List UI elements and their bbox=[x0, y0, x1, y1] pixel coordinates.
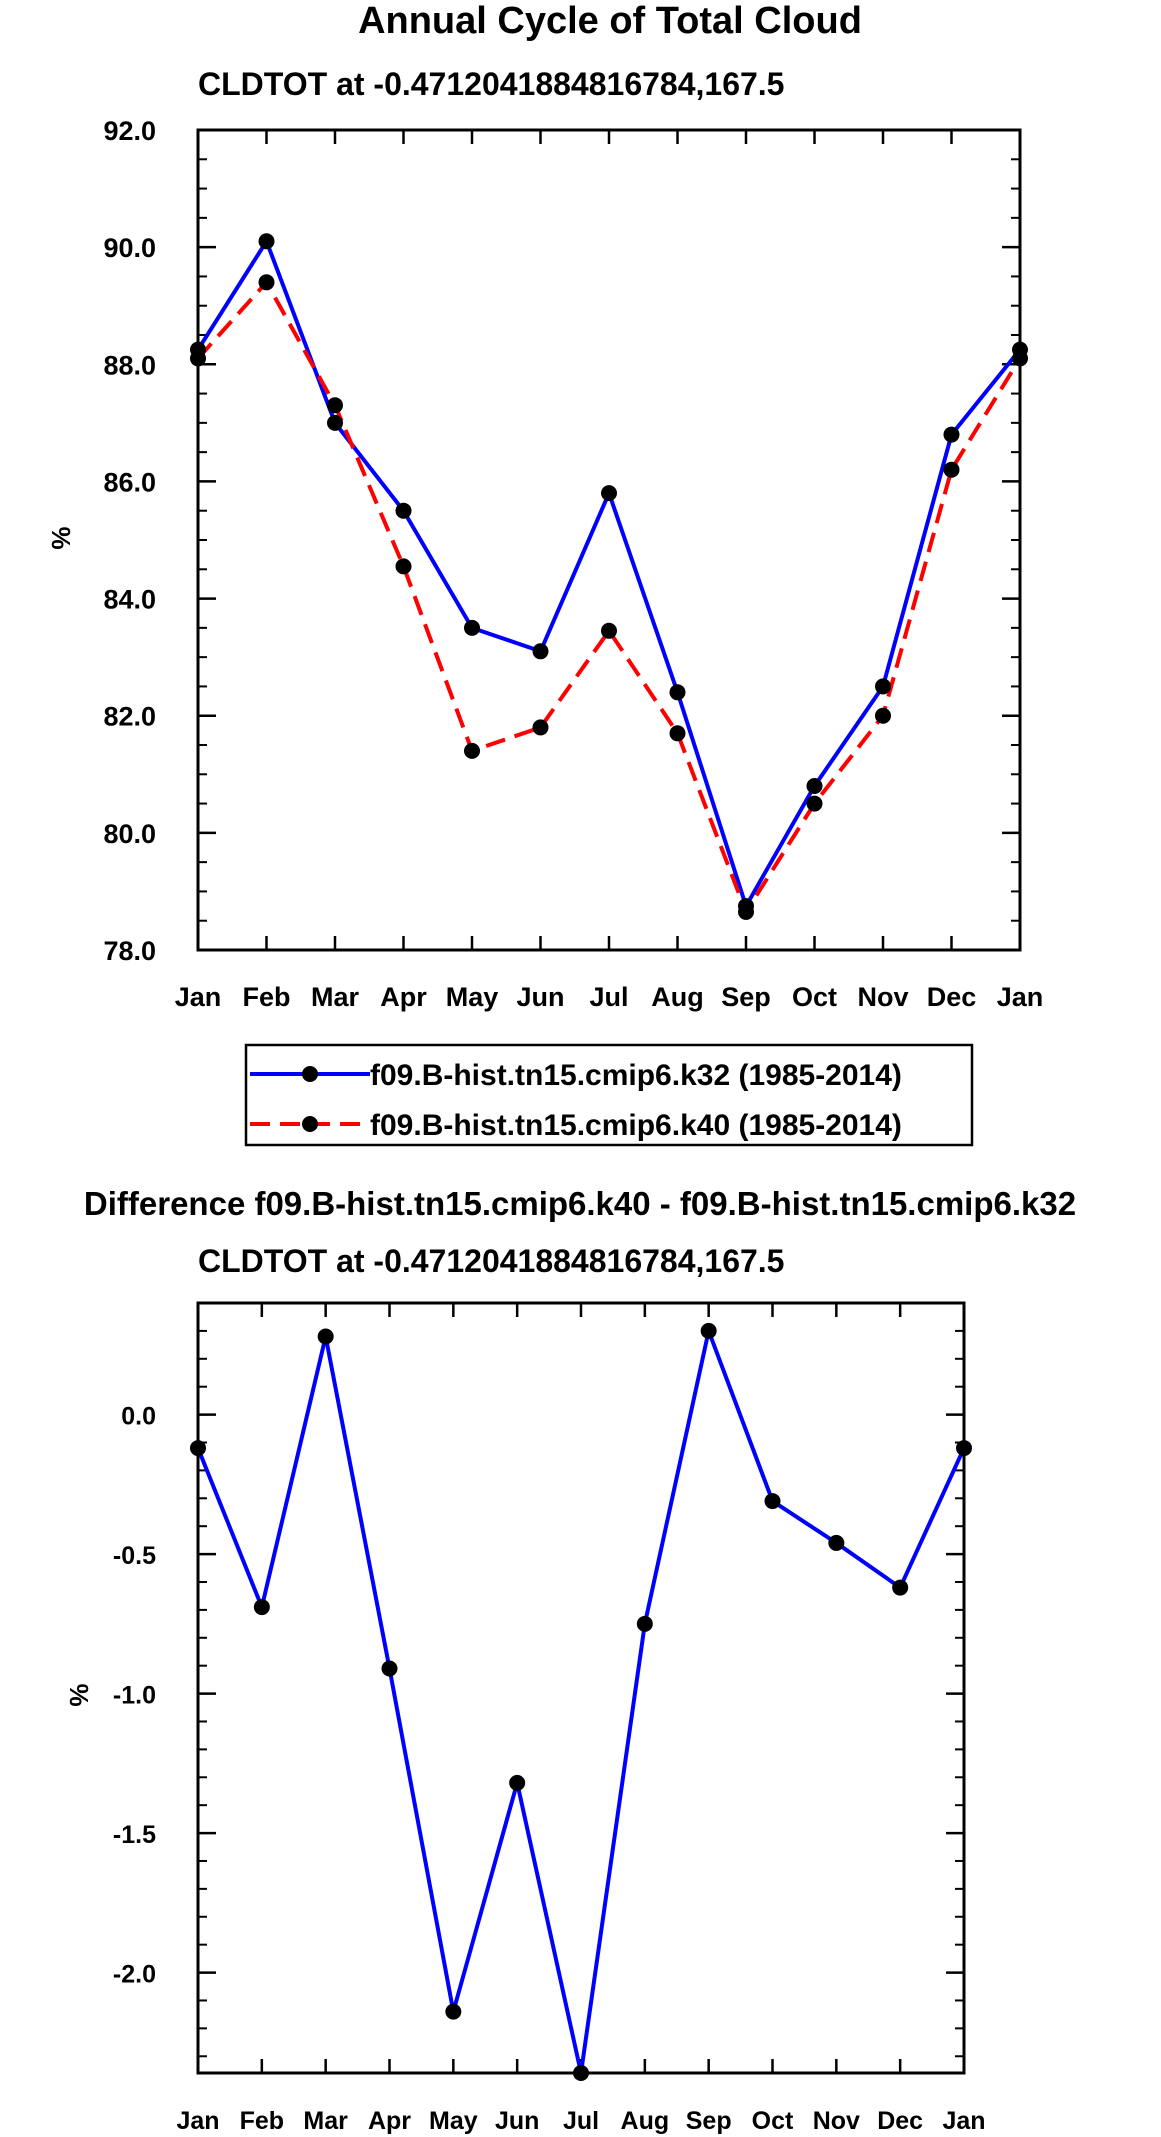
chart2-series bbox=[190, 1322, 972, 2081]
x-tick-label: May bbox=[429, 2107, 478, 2135]
data-point-s0-10 bbox=[828, 1534, 845, 1551]
data-point-s0-3 bbox=[395, 502, 412, 519]
data-point-s1-11 bbox=[943, 461, 960, 478]
data-point-s0-9 bbox=[764, 1493, 781, 1510]
x-tick-label: Jan bbox=[176, 2107, 219, 2135]
y-tick-label: 0.0 bbox=[121, 1403, 156, 1431]
data-point-s0-1 bbox=[258, 233, 275, 250]
series-line-0 bbox=[196, 239, 1022, 909]
y-tick-label: 84.0 bbox=[103, 585, 156, 615]
y-tick-label: -0.5 bbox=[113, 1542, 156, 1570]
data-point-s0-5 bbox=[509, 1774, 526, 1791]
chart2-ticks bbox=[196, 1302, 966, 2073]
data-point-s0-7 bbox=[636, 1615, 653, 1632]
legend-marker-k32 bbox=[302, 1066, 318, 1082]
x-tick-label: Oct bbox=[792, 982, 837, 1012]
data-point-s0-5 bbox=[532, 643, 549, 660]
series-line-0 bbox=[196, 1328, 966, 2075]
data-point-s1-5 bbox=[532, 719, 549, 736]
chart1-subtitle: CLDTOT at -0.4712041884816784,167.5 bbox=[198, 66, 784, 102]
chart2-y-tick-labels: -2.0 -1.5 -1.0 -0.5 0.0 bbox=[113, 1403, 156, 1989]
x-tick-label: Mar bbox=[311, 982, 360, 1012]
legend-box bbox=[244, 1043, 974, 1147]
data-point-s0-1 bbox=[253, 1599, 270, 1616]
chart1-legend: f09.B-hist.tn15.cmip6.k32 (1985-2014) f0… bbox=[244, 1043, 974, 1147]
chart1-y-tick-labels: 78.0 80.0 82.0 84.0 86.0 88.0 90.0 92.0 bbox=[103, 116, 156, 966]
x-tick-label: Nov bbox=[813, 2107, 860, 2135]
data-point-s0-2 bbox=[317, 1328, 334, 1345]
chart1-title: Annual Cycle of Total Cloud bbox=[358, 0, 862, 42]
x-tick-label: Apr bbox=[380, 982, 427, 1012]
y-tick-label: 88.0 bbox=[103, 350, 156, 380]
x-tick-label: Jun bbox=[516, 982, 564, 1012]
data-point-s0-3 bbox=[381, 1660, 398, 1677]
legend-label-k32: f09.B-hist.tn15.cmip6.k32 (1985-2014) bbox=[370, 1059, 902, 1092]
chart1-ticks bbox=[196, 128, 1022, 952]
data-point-s0-6 bbox=[601, 485, 617, 502]
data-point-s0-7 bbox=[669, 684, 686, 701]
data-point-s0-11 bbox=[892, 1579, 909, 1596]
data-point-s0-8 bbox=[700, 1322, 717, 1339]
chart1-x-tick-labels: Jan Feb Mar Apr May Jun Jul Aug Sep Oct Nov Dec Jan bbox=[175, 982, 1044, 1012]
chart1-plot-frame bbox=[196, 128, 1022, 952]
series-line-1 bbox=[196, 280, 1022, 914]
x-tick-label: Feb bbox=[240, 2107, 284, 2135]
data-point-s1-6 bbox=[601, 622, 617, 639]
x-tick-label: Mar bbox=[303, 2107, 348, 2135]
chart1-series bbox=[190, 233, 1028, 920]
x-tick-label: Sep bbox=[686, 2107, 732, 2135]
x-tick-label: Jul bbox=[589, 982, 628, 1012]
legend-entry-k32: f09.B-hist.tn15.cmip6.k32 (1985-2014) bbox=[250, 1059, 902, 1092]
x-tick-label: Aug bbox=[621, 2107, 670, 2135]
x-tick-label: Jun bbox=[495, 2107, 539, 2135]
data-point-s1-4 bbox=[464, 742, 480, 759]
chart2-plot-frame bbox=[196, 1301, 966, 2075]
data-point-s0-4 bbox=[464, 619, 480, 636]
data-point-s0-9 bbox=[806, 778, 823, 794]
y-tick-label: -2.0 bbox=[113, 1961, 156, 1989]
x-tick-label: Jan bbox=[175, 982, 222, 1012]
x-tick-label: Dec bbox=[927, 982, 977, 1012]
x-tick-label: Nov bbox=[857, 982, 908, 1012]
x-tick-label: Jul bbox=[563, 2107, 599, 2135]
data-point-s1-3 bbox=[395, 558, 412, 575]
x-tick-label: Jan bbox=[997, 982, 1044, 1012]
y-tick-label: 90.0 bbox=[103, 233, 156, 263]
x-tick-label: Jan bbox=[942, 2107, 985, 2135]
y-tick-label: 92.0 bbox=[103, 116, 156, 146]
y-tick-label: -1.0 bbox=[113, 1682, 156, 1710]
legend-label-k40: f09.B-hist.tn15.cmip6.k40 (1985-2014) bbox=[370, 1109, 902, 1142]
y-tick-label: 80.0 bbox=[103, 819, 156, 849]
chart2-subtitle: CLDTOT at -0.4712041884816784,167.5 bbox=[198, 1243, 784, 1279]
data-point-s0-4 bbox=[445, 2003, 462, 2020]
data-point-s1-9 bbox=[806, 795, 823, 812]
x-tick-label: Feb bbox=[242, 982, 290, 1012]
chart2-ylabel: % bbox=[64, 1683, 94, 1706]
chart2-title: Difference f09.B-hist.tn15.cmip6.k40 - f… bbox=[84, 1185, 1076, 1222]
chart1-ylabel: % bbox=[46, 526, 76, 549]
data-point-s0-2 bbox=[327, 414, 343, 431]
x-tick-label: Aug bbox=[651, 982, 703, 1012]
y-tick-label: 86.0 bbox=[103, 467, 156, 497]
legend-marker-k40 bbox=[302, 1116, 318, 1132]
x-tick-label: Oct bbox=[752, 2107, 794, 2135]
y-tick-label: -1.5 bbox=[113, 1821, 156, 1849]
y-tick-label: 82.0 bbox=[103, 702, 156, 732]
data-point-s0-10 bbox=[875, 678, 891, 695]
x-tick-label: Apr bbox=[368, 2107, 411, 2135]
x-tick-label: May bbox=[446, 982, 499, 1012]
x-tick-label: Dec bbox=[877, 2107, 923, 2135]
data-point-s1-2 bbox=[327, 397, 343, 414]
legend-entry-k40: f09.B-hist.tn15.cmip6.k40 (1985-2014) bbox=[250, 1109, 902, 1142]
data-point-s1-1 bbox=[258, 274, 275, 291]
data-point-s1-7 bbox=[669, 725, 686, 742]
chart2-x-tick-labels: Jan Feb Mar Apr May Jun Jul Aug Sep Oct Nov Dec Jan bbox=[176, 2107, 985, 2135]
data-point-s1-10 bbox=[875, 707, 891, 724]
data-point-s1-8 bbox=[738, 903, 754, 920]
x-tick-label: Sep bbox=[721, 982, 771, 1012]
y-tick-label: 78.0 bbox=[103, 936, 156, 966]
data-point-s0-11 bbox=[943, 426, 960, 443]
